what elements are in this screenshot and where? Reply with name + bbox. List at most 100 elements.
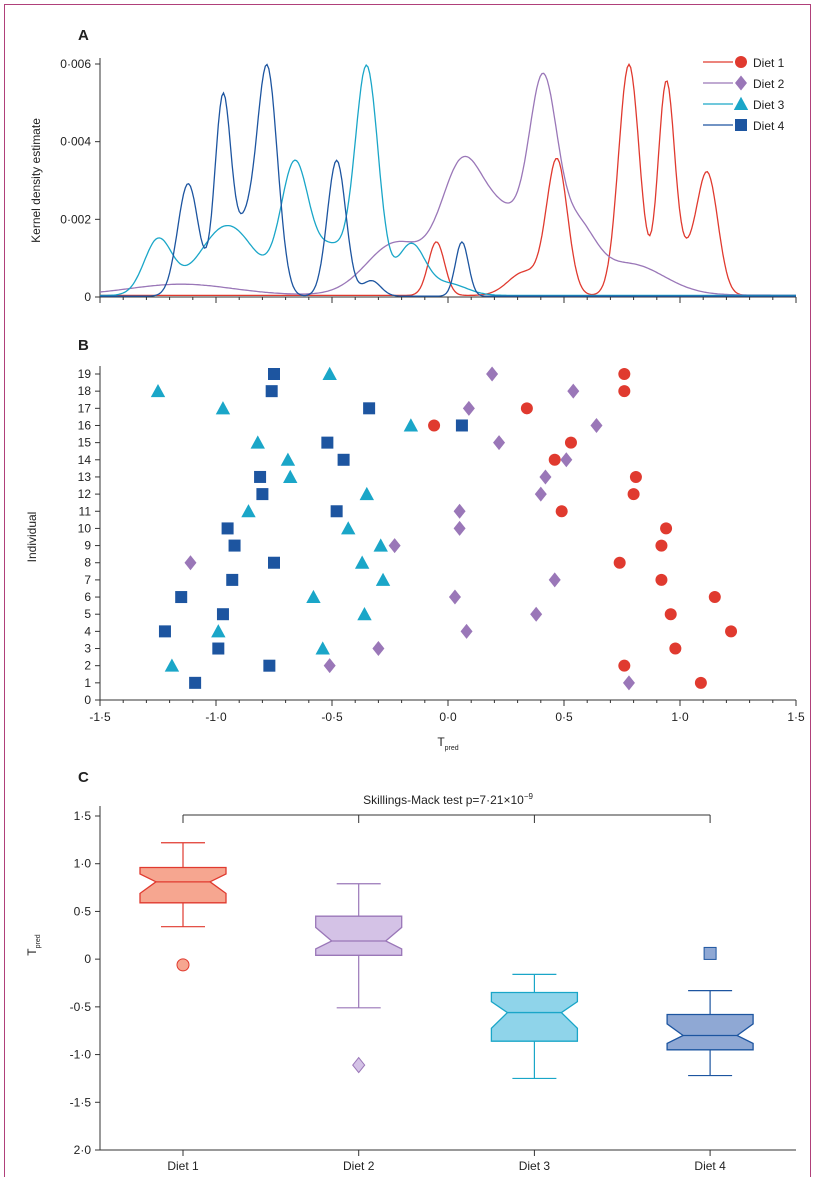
point-diet-3 [211, 624, 226, 638]
point-diet-4 [158, 625, 171, 638]
point-diet-2 [323, 658, 336, 674]
point-diet-2 [622, 675, 635, 691]
point-diet-3 [283, 469, 298, 483]
y-tick-label: 2·0 [74, 1143, 92, 1157]
point-diet-2 [530, 606, 543, 622]
y-tick-label: 5 [84, 607, 91, 621]
y-tick-label: 2 [84, 659, 91, 673]
point-diet-3 [241, 504, 256, 518]
x-tick-label: 1·5 [787, 710, 805, 724]
x-tick-label: 0·0 [439, 710, 457, 724]
point-diet-4 [337, 453, 350, 466]
y-tick-label: 6 [84, 590, 91, 604]
y-tick-label: 0·004 [60, 135, 91, 149]
point-diet-3 [375, 572, 391, 586]
point-diet-1 [708, 591, 721, 604]
panel-a-density-chart: 0 0·002 0·004 0·006 Kernel density estimate D… [29, 56, 797, 304]
point-diet-1 [618, 385, 631, 398]
box-diet-2 [315, 883, 403, 1074]
box-diet-4 [666, 946, 754, 1077]
point-diet-2 [448, 589, 461, 605]
x-tick-label: Diet 2 [343, 1159, 375, 1173]
y-tick-label: 4 [84, 624, 91, 638]
point-diet-3 [280, 452, 296, 466]
box-body [315, 915, 403, 956]
point-diet-1 [618, 368, 631, 380]
point-diet-4 [189, 676, 202, 689]
panel-c-box-chart: 1·5 1·0 0·5 0 -0·5 -1·0 -1·5 2·0 Diet 1 Diet 2 Die… [25, 792, 796, 1173]
y-axis-label: Individual [25, 512, 39, 563]
density-line-diet-2 [99, 72, 796, 296]
outlier-point [176, 958, 190, 972]
figure-frame [4, 4, 811, 1177]
y-tick-label: 16 [78, 418, 92, 432]
legend-label: Diet 1 [753, 56, 785, 70]
point-diet-3 [357, 607, 372, 621]
x-tick-label: -0·5 [321, 710, 343, 724]
panel-c-letter: C [78, 769, 89, 786]
legend-triangle-icon [733, 96, 749, 110]
y-tick-label: 10 [78, 521, 92, 535]
y-tick-label: 14 [78, 453, 92, 467]
point-diet-2 [184, 555, 197, 571]
point-diet-1 [520, 402, 533, 415]
point-diet-1 [629, 470, 642, 483]
outlier-point [352, 1056, 366, 1074]
y-tick-label: 0·006 [60, 57, 91, 71]
point-diet-4 [268, 556, 280, 569]
y-axis-label: Kernel density estimate [29, 118, 43, 243]
box-diet-1 [139, 842, 227, 972]
x-tick-label: 1·0 [671, 710, 689, 724]
point-diet-2 [486, 366, 499, 382]
point-diet-3 [250, 435, 265, 449]
point-diet-2 [539, 469, 552, 485]
point-diet-4 [228, 539, 241, 552]
y-tick-label: 7 [84, 573, 91, 587]
point-diet-1 [725, 625, 738, 638]
point-diet-2 [590, 417, 603, 433]
legend-label: Diet 4 [753, 119, 785, 133]
y-tick-label: 17 [78, 401, 92, 415]
point-diet-1 [428, 419, 441, 432]
point-diet-4 [321, 436, 334, 449]
point-diet-2 [567, 383, 580, 399]
y-tick-label: 0·5 [74, 904, 92, 918]
y-tick-label: 19 [78, 367, 92, 381]
y-tick-label: 15 [78, 436, 92, 450]
y-tick-label: 0 [84, 290, 91, 304]
point-diet-1 [669, 642, 682, 655]
point-diet-2 [453, 520, 466, 536]
point-diet-4 [254, 470, 267, 483]
y-tick-label: 18 [78, 384, 92, 398]
point-diet-2 [460, 623, 473, 639]
legend-circle-icon [735, 56, 747, 68]
y-tick-label: -0·5 [70, 1000, 92, 1014]
point-diet-1 [613, 556, 626, 569]
point-diet-1 [618, 659, 631, 672]
point-diet-1 [555, 505, 568, 518]
point-diet-4 [221, 522, 234, 535]
legend-diamond-icon [735, 75, 747, 91]
point-diet-1 [694, 676, 707, 689]
legend-label: Diet 2 [753, 77, 785, 91]
point-diet-3 [306, 589, 321, 604]
x-tick-label: Diet 1 [167, 1159, 199, 1173]
y-tick-label: 0 [84, 693, 91, 707]
significance-annotation: Skillings-Mack test p=7·21×10−9 [363, 792, 533, 807]
y-tick-label: 0 [84, 952, 91, 966]
point-diet-2 [493, 435, 506, 451]
y-tick-label: 3 [84, 642, 91, 656]
density-line-diet-1 [100, 63, 796, 297]
point-diet-2 [462, 400, 475, 416]
x-tick-label: Diet 4 [694, 1159, 726, 1173]
x-tick-label: 0·5 [555, 710, 573, 724]
point-diet-2 [548, 572, 561, 588]
point-diet-3 [322, 366, 337, 380]
point-diet-4 [216, 608, 229, 621]
point-diet-4 [226, 573, 239, 586]
point-diet-4 [265, 385, 278, 398]
box-body [666, 1013, 754, 1051]
y-tick-label: 11 [79, 504, 92, 518]
y-tick-label: 13 [78, 470, 92, 484]
